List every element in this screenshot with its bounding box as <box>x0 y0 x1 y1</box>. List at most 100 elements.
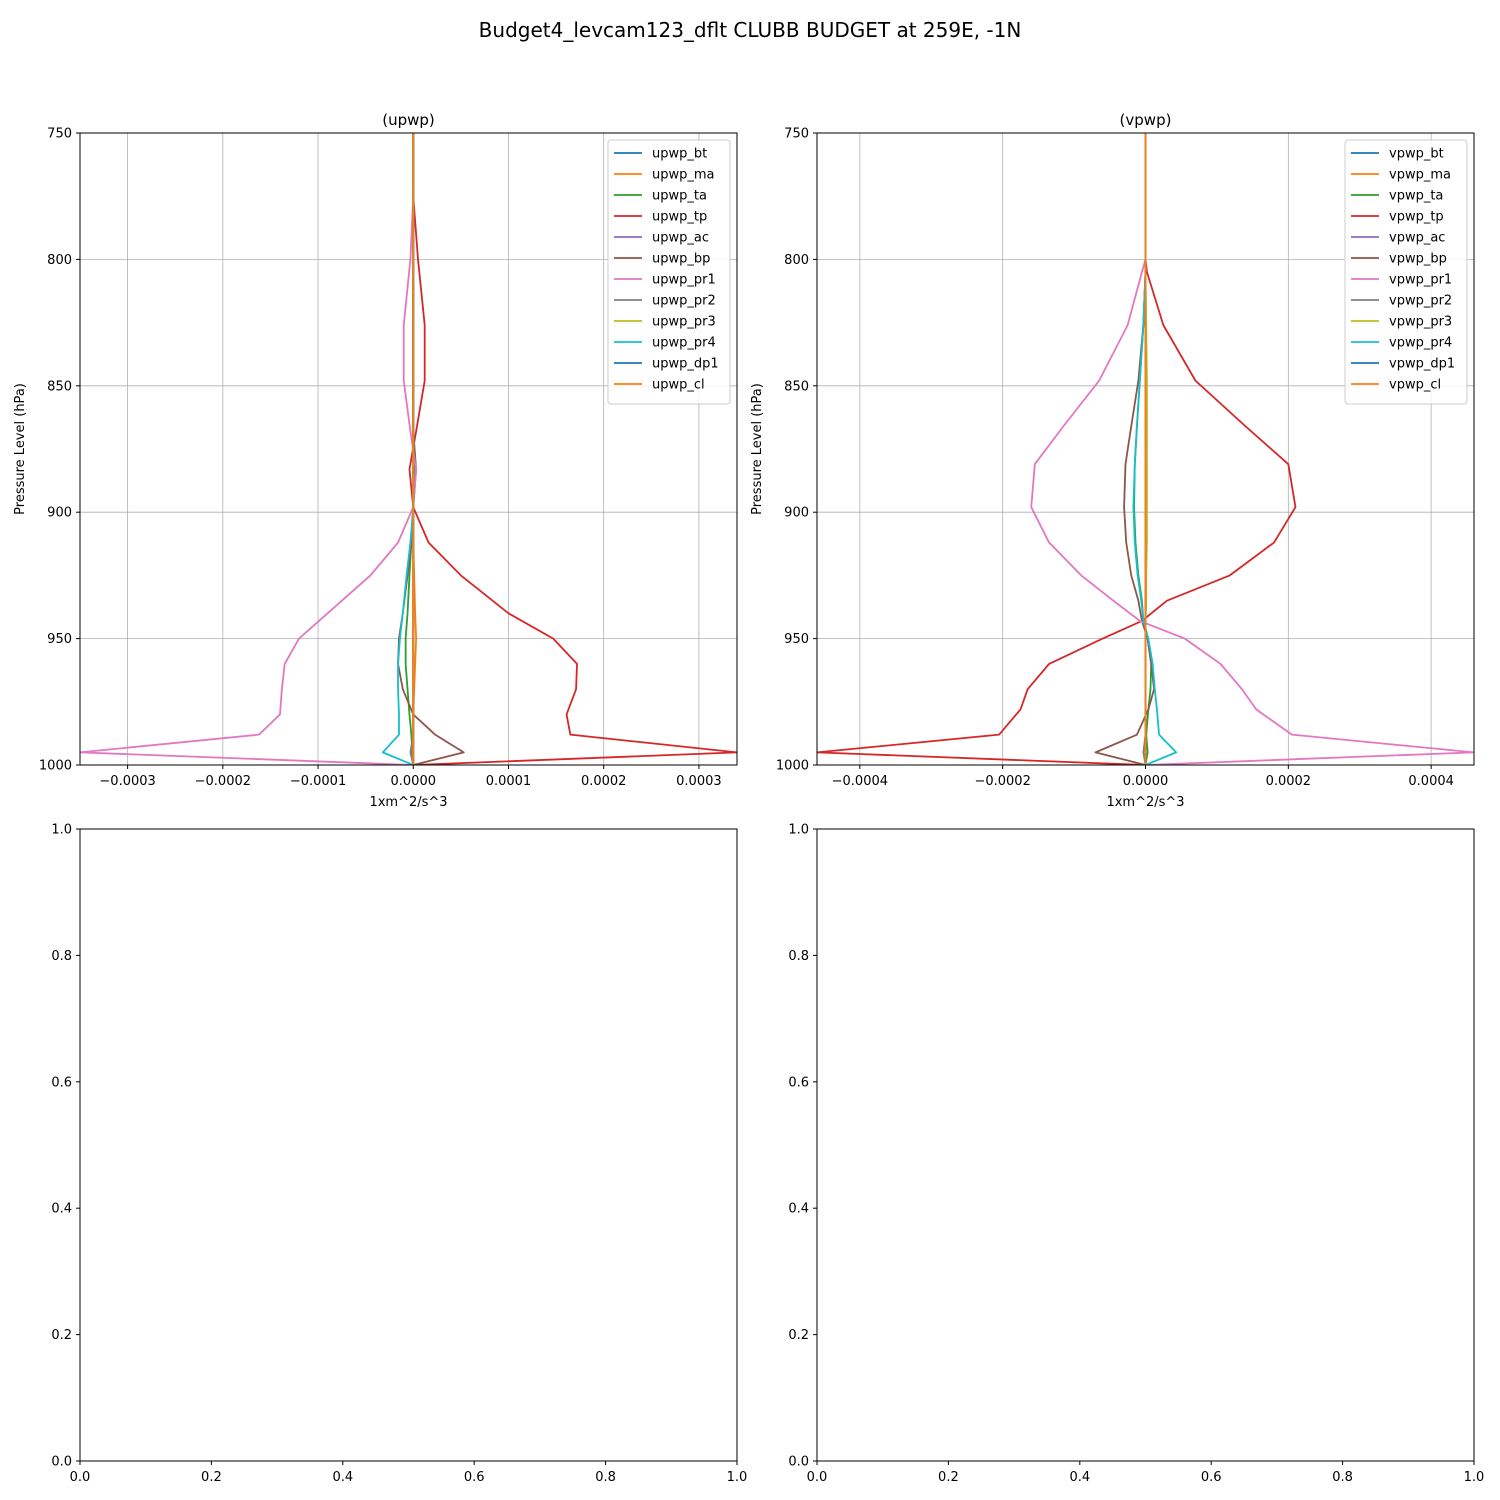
x-tick-label: −0.0002 <box>195 774 251 789</box>
axes-layer: −0.0003 −0.0002 −0.0001 0.0000 0.0001 0.0002 0… <box>13 111 1484 1485</box>
x-tick-label: 0.0003 <box>676 774 722 789</box>
legend-label-upwp_tp: upwp_tp <box>652 210 707 225</box>
x-tick-label: −0.0001 <box>290 774 346 789</box>
legend-label-vpwp_ta: vpwp_ta <box>1389 189 1443 204</box>
x-tick-label: 0.6 <box>464 1470 485 1485</box>
legend-label-vpwp_dp1: vpwp_dp1 <box>1389 357 1455 372</box>
legend-label-vpwp_ac: vpwp_ac <box>1389 231 1445 246</box>
y-axis-label: Pressure Level (hPa) <box>13 383 28 515</box>
x-tick-label: 0.0004 <box>1408 774 1454 789</box>
legend-label-upwp_bp: upwp_bp <box>652 252 710 267</box>
legend: vpwp_bt vpwp_ma vpwp_ta vpwp_tp vpwp_ac vpwp_… <box>1344 139 1468 405</box>
legend-label-upwp_pr3: upwp_pr3 <box>652 315 716 330</box>
x-tick-label: 1.0 <box>1464 1470 1485 1485</box>
legend-label-vpwp_pr2: vpwp_pr2 <box>1389 294 1452 309</box>
series-group <box>80 133 737 765</box>
legend-label-vpwp_pr3: vpwp_pr3 <box>1389 315 1452 330</box>
legend-box <box>1344 139 1468 405</box>
x-tick-label: −0.0002 <box>974 774 1030 789</box>
y-axis-label: Pressure Level (hPa) <box>750 383 765 515</box>
legend-label-vpwp_bp: vpwp_bp <box>1389 252 1447 267</box>
y-tick-label: 1000 <box>776 759 809 774</box>
legend-label-upwp_ta: upwp_ta <box>652 189 707 204</box>
y-tick-label: 0.6 <box>51 1075 72 1090</box>
x-tick-label: 0.4 <box>332 1470 353 1485</box>
x-tick-label: 0.8 <box>595 1470 616 1485</box>
axes-frame <box>816 828 1475 1462</box>
y-tick-label: 800 <box>784 253 809 268</box>
series-line-vpwp_tp <box>817 133 1297 765</box>
y-tick-label: 750 <box>47 127 72 142</box>
legend-label-vpwp_cl: vpwp_cl <box>1389 378 1441 393</box>
series-line-upwp_tp <box>408 133 737 765</box>
y-tick-label: 0.4 <box>51 1202 72 1217</box>
series-line-vpwp_pr1 <box>1030 133 1474 765</box>
y-tick-label: 0.8 <box>788 949 809 964</box>
y-tick-label: 1000 <box>39 759 72 774</box>
subplot-3: 0.0 0.2 0.4 0.6 0.8 1.0 0.0 0.2 0.4 0.6 0.8 1.0 <box>51 823 747 1486</box>
legend-label-upwp_ac: upwp_ac <box>652 231 709 246</box>
y-tick-label: 950 <box>47 632 72 647</box>
subplot-title: (vpwp) <box>1120 111 1172 129</box>
y-tick-label: 900 <box>47 506 72 521</box>
x-axis-label: 1xm^2/s^3 <box>1106 795 1184 810</box>
x-tick-label: 0.0001 <box>486 774 532 789</box>
subplot-1: −0.0003 −0.0002 −0.0001 0.0000 0.0001 0.0002 0… <box>13 111 738 810</box>
subplot-2: −0.0004 −0.0002 0.0000 0.0002 0.0004 750 800 85… <box>750 111 1475 810</box>
x-tick-label: 1.0 <box>727 1470 748 1485</box>
x-tick-label: 0.0 <box>807 1470 828 1485</box>
legend-label-vpwp_tp: vpwp_tp <box>1389 210 1444 225</box>
x-tick-label: 0.8 <box>1332 1470 1353 1485</box>
legend-label-upwp_dp1: upwp_dp1 <box>652 357 719 372</box>
subplot-title: (upwp) <box>382 111 435 129</box>
y-tick-label: 950 <box>784 632 809 647</box>
y-tick-label: 0.2 <box>788 1328 809 1343</box>
y-tick-label: 1.0 <box>51 823 72 838</box>
y-tick-label: 850 <box>784 379 809 394</box>
y-tick-label: 0.8 <box>51 949 72 964</box>
x-tick-label: 0.2 <box>201 1470 222 1485</box>
legend-label-vpwp_ma: vpwp_ma <box>1389 168 1451 183</box>
y-tick-label: 800 <box>47 253 72 268</box>
legend-label-upwp_pr4: upwp_pr4 <box>652 336 716 351</box>
x-axis-label: 1xm^2/s^3 <box>369 795 447 810</box>
legend: upwp_bt upwp_ma upwp_ta upwp_tp upwp_ac upwp_… <box>607 139 731 405</box>
y-tick-label: 0.6 <box>788 1075 809 1090</box>
y-tick-label: 0.0 <box>51 1455 72 1470</box>
axes-frame <box>79 828 738 1462</box>
x-tick-label: 0.0000 <box>391 774 437 789</box>
legend-label-vpwp_bt: vpwp_bt <box>1389 147 1444 162</box>
subplot-4: 0.0 0.2 0.4 0.6 0.8 1.0 0.0 0.2 0.4 0.6 0.8 1.0 <box>788 823 1484 1486</box>
plot-area <box>817 829 1474 1461</box>
y-tick-label: 850 <box>47 379 72 394</box>
y-tick-label: 750 <box>784 127 809 142</box>
x-tick-label: 0.2 <box>938 1470 959 1485</box>
legend-box <box>607 139 731 405</box>
x-tick-label: −0.0004 <box>832 774 888 789</box>
y-tick-label: 900 <box>784 506 809 521</box>
legend-label-upwp_pr2: upwp_pr2 <box>652 294 716 309</box>
plot-area <box>80 829 737 1461</box>
axes-frame <box>79 132 738 766</box>
x-tick-label: 0.0002 <box>1266 774 1312 789</box>
x-tick-label: −0.0003 <box>99 774 155 789</box>
x-tick-label: 0.0002 <box>581 774 627 789</box>
x-tick-label: 0.0000 <box>1123 774 1169 789</box>
series-line-upwp_pr1 <box>80 133 418 765</box>
x-tick-label: 0.0 <box>70 1470 91 1485</box>
legend-label-upwp_pr1: upwp_pr1 <box>652 273 716 288</box>
legend-label-upwp_bt: upwp_bt <box>652 147 707 162</box>
legend-label-vpwp_pr4: vpwp_pr4 <box>1389 336 1452 351</box>
y-tick-label: 0.0 <box>788 1455 809 1470</box>
legend-label-vpwp_pr1: vpwp_pr1 <box>1389 273 1452 288</box>
series-group <box>817 133 1474 765</box>
x-tick-label: 0.6 <box>1201 1470 1222 1485</box>
figure-title: Budget4_levcam123_dflt CLUBB BUDGET at 2… <box>479 18 1022 42</box>
y-tick-label: 1.0 <box>788 823 809 838</box>
y-tick-label: 0.4 <box>788 1202 809 1217</box>
legend-label-upwp_ma: upwp_ma <box>652 168 715 183</box>
x-tick-label: 0.4 <box>1069 1470 1090 1485</box>
y-tick-label: 0.2 <box>51 1328 72 1343</box>
legend-label-upwp_cl: upwp_cl <box>652 378 705 393</box>
